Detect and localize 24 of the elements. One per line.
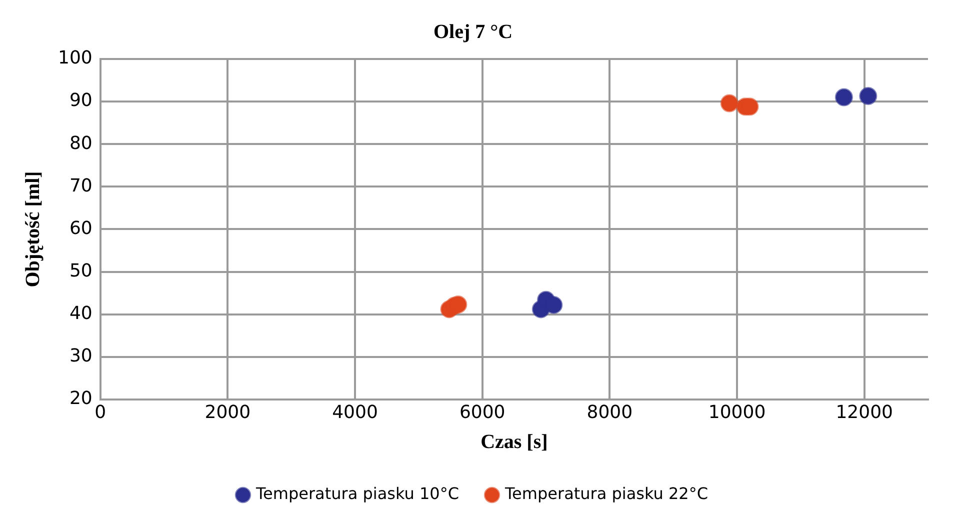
y-axis-title: Objętość [ml] (22, 171, 44, 288)
x-tick-label: 4000 (332, 402, 378, 423)
point (720, 94, 738, 112)
legend-label: Temperatura piasku 22°C (504, 484, 708, 504)
point (834, 88, 853, 106)
y-tick-label: 30 (69, 346, 92, 367)
y-tick-label: 50 (69, 260, 92, 282)
chart-title: Olej 7 °C (433, 21, 513, 44)
x-axis-title: Czas [s] (480, 431, 548, 454)
x-tick-label: 6000 (459, 402, 506, 423)
x-tick-label: 10000 (708, 402, 766, 423)
x-tick-label: 0 (94, 402, 106, 423)
y-tick-label: 20 (69, 388, 92, 410)
x-tick-label: 12000 (836, 402, 893, 423)
x-tick-label: 8000 (586, 402, 633, 423)
y-tick-label: 90 (69, 90, 92, 112)
y-tick-label: 60 (69, 218, 92, 239)
x-tick-label: 2000 (204, 402, 251, 423)
legend-label: Temperatura piasku 10°C (254, 484, 460, 504)
point (859, 87, 878, 106)
y-tick-label: 70 (69, 175, 92, 196)
y-tick-label: 100 (58, 48, 92, 69)
y-tick-label: 40 (69, 302, 92, 324)
y-tick-label: 80 (69, 132, 92, 154)
